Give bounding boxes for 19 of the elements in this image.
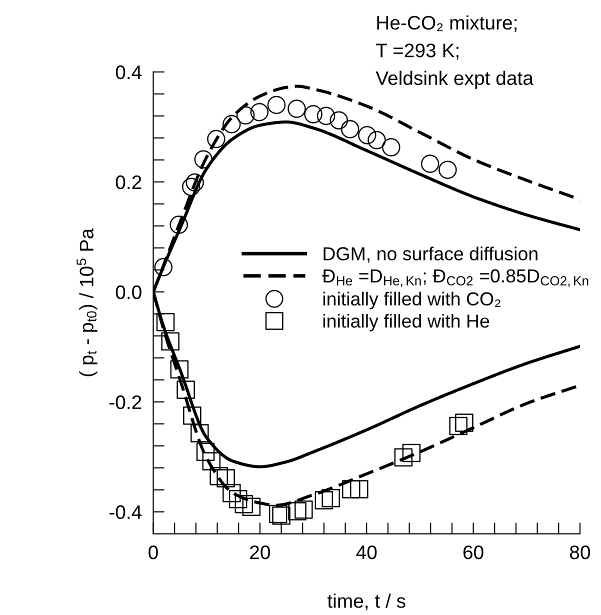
x-tick-label: 0 [148, 545, 158, 560]
y-axis-title: ( p$_{t}$ - p$_{t0}$) / 10$^{5}$ Pa [76, 228, 98, 376]
y-tick-label: 0.0 [116, 285, 142, 300]
x-tick-label: 20 [250, 545, 270, 560]
y-tick-label: 0.4 [116, 65, 142, 80]
legend-label: DGM, no surface diffusion [324, 246, 538, 263]
x-tick-label: 40 [356, 545, 377, 560]
y-tick-label: -0.2 [110, 395, 142, 410]
x-tick-label: 60 [463, 545, 484, 560]
y-tick-label: -0.4 [110, 505, 142, 520]
text: T =293 K; [376, 44, 458, 60]
legend-label: initially filled with CO₂ [323, 292, 500, 310]
legend-label: Đ$_{He}$ =D$_{He,Kn}$; Đ$_{CO2}$ =0.85D$_{CO2,Kn}$ [322, 269, 588, 288]
annotation: Veldsink expt data [376, 70, 534, 89]
y-tick-label: 0.2 [116, 175, 142, 190]
legend-label: initially filled with He [323, 314, 490, 332]
x-axis-title: time, t / s [327, 594, 406, 610]
x-tick-label: 80 [570, 545, 590, 560]
text: He-CO₂ mixture; [377, 15, 516, 32]
